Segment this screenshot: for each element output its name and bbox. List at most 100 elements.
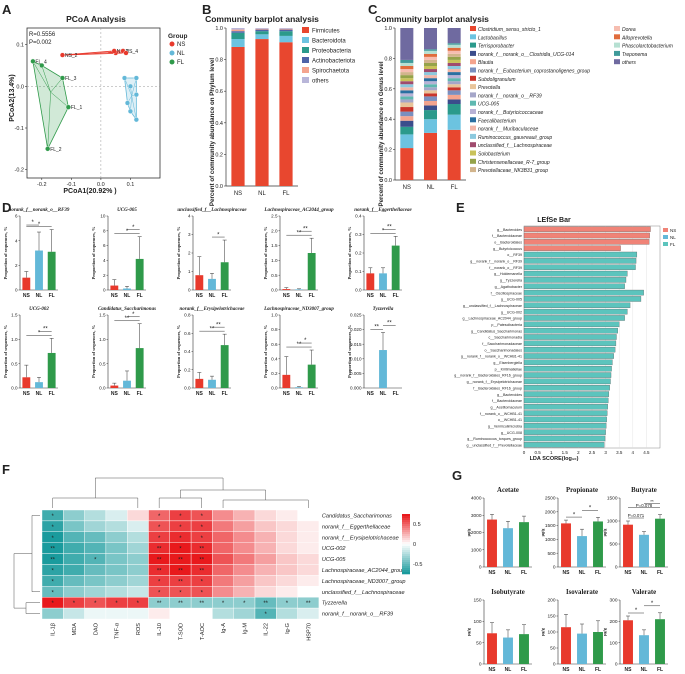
- panel-c-legend-swatch: [614, 26, 620, 31]
- panel-d-sub-ytick-label: 0: [15, 288, 18, 293]
- panel-f-sig: *: [201, 525, 204, 531]
- panel-f-sig: **: [157, 547, 162, 553]
- panel-f-cell: [212, 607, 234, 620]
- panel-g-sub-bar-ns: [561, 523, 571, 567]
- panel-d-sub-xtick-label: NS: [111, 391, 119, 397]
- panel-c-ytick-label: 0.8: [384, 56, 392, 62]
- panel-f-row-label: Lachnospiraceae_AC2044_group: [322, 568, 405, 574]
- panel-c-legend-label: Lactobacillus: [478, 35, 507, 41]
- panel-a-xtick-label: 0.1: [127, 182, 135, 188]
- panel-f-cell: [297, 509, 320, 522]
- panel-a-legend-label: NL: [177, 51, 185, 57]
- panel-c-legend-swatch: [470, 150, 476, 156]
- panel-f-cell: [212, 542, 234, 554]
- panel-d-sub-title: Lachnospiraceae_AC2044_group: [263, 208, 334, 213]
- panel-f-cell: [297, 531, 320, 543]
- panel-f-cell: [126, 575, 149, 587]
- panel-f-cell: [297, 564, 320, 576]
- panel-g-sub-ytick-label: 150: [473, 598, 481, 604]
- panel-f-cell: [212, 586, 234, 598]
- panel-d-sub-xtick-label: NS: [196, 391, 204, 397]
- panel-f-cell: [84, 575, 107, 587]
- panel-c-legend-label: Faecalibacterium: [478, 118, 516, 124]
- panel-c-legend-label: norank_f__norank_o__Clostridia_UCG-014: [478, 52, 574, 58]
- panel-c-bar-segment: [447, 78, 461, 82]
- panel-f-cell: [212, 531, 234, 543]
- panel-g-letter: G: [452, 468, 462, 483]
- panel-f-scale-step: [402, 546, 410, 549]
- panel-b-bar-segment: [255, 39, 269, 187]
- panel-e-label: g__Agathobacter: [495, 285, 523, 289]
- panel-g-sub-bar-ns: [623, 524, 633, 567]
- panel-g-sub-bar-nl: [639, 635, 649, 664]
- panel-d-sub-ytick-label: 0.1: [355, 269, 362, 274]
- panel-f-sig: *: [115, 601, 118, 607]
- panel-d-sub-ylabel: Proportion of sequences, %: [91, 226, 96, 279]
- panel-d-sub-ytick-label: 2: [188, 251, 191, 256]
- panel-c-bar-segment: [447, 75, 461, 79]
- panel-d-sub-ylabel: Proportion of sequences, %: [176, 226, 181, 279]
- panel-g-sub-ytick-label: 150: [547, 614, 555, 620]
- panel-f-cell: [63, 542, 85, 554]
- panel-e-label: f__Bacteroidaceae: [492, 234, 522, 238]
- panel-e-label: g__Ruminococcus_torques_group: [467, 437, 522, 441]
- panel-f-sig: *: [264, 612, 267, 618]
- panel-c-bar-segment: [423, 93, 438, 97]
- panel-f-sig: **: [50, 547, 55, 553]
- panel-b-bar-segment: [231, 39, 245, 47]
- panel-d-sub-ytick-label: 1.0: [99, 337, 106, 342]
- panel-c-bar-segment: [447, 69, 461, 73]
- panel-a-legend-label: FL: [177, 60, 185, 66]
- panel-c-legend-swatch: [470, 158, 476, 164]
- panel-f-cell: [105, 564, 128, 576]
- panel-c-bar-segment: [400, 134, 414, 149]
- panel-f-cell: [84, 542, 107, 554]
- panel-e-label: f__Bacteroidaceae: [492, 399, 522, 403]
- panel-f-scale-step: [402, 572, 410, 575]
- panel-f-sig: *: [179, 514, 182, 520]
- panel-g-sub-ytick-label: 1000: [607, 519, 618, 525]
- panel-d-sub-bar-fl: [307, 253, 316, 290]
- panel-c-bar-segment: [400, 72, 414, 76]
- panel-g-sub-bar-fl: [519, 634, 529, 664]
- panel-f-cell: [105, 520, 128, 533]
- panel-d-sub-ytick-label: 0.0: [99, 386, 106, 391]
- panel-a-frame: [26, 27, 161, 179]
- panel-f-cell: [105, 509, 128, 522]
- panel-e-xtick-label: 0: [523, 450, 526, 455]
- panel-c-bar-segment: [423, 69, 438, 73]
- panel-a-title: PCoA Analysis: [66, 14, 126, 24]
- panel-f-scale-step: [402, 526, 410, 529]
- panel-e-xtick-label: 2.5: [589, 450, 596, 455]
- panel-d-sub-sig-label: *: [31, 220, 34, 226]
- panel-g-sub-title: Butyrate: [631, 487, 657, 494]
- panel-d-sub-ytick-label: 0.4: [271, 356, 278, 361]
- panel-d-sub-bar-ns: [22, 377, 31, 388]
- panel-c-bar-segment: [400, 107, 414, 112]
- panel-e-xtick-label: 3: [604, 450, 607, 455]
- panel-e-bar: [523, 334, 617, 340]
- panel-a-plot: -0.2-0.10.00.10.10.0-0.1-0.2NS_2NS_1NS_4…: [15, 27, 161, 188]
- panel-d-sub-bar-nl: [379, 273, 387, 290]
- panel-f-letter: F: [2, 462, 10, 477]
- panel-g-sub-xtick-label: FL: [521, 570, 527, 576]
- panel-d-sub-xtick-label: NL: [296, 293, 303, 299]
- panel-g-sub-xtick-label: NL: [579, 667, 586, 673]
- panel-g-sub-sig-label: **: [650, 499, 654, 504]
- panel-f-cell: [105, 553, 128, 565]
- panel-f-cell: [84, 586, 107, 598]
- panel-g-sub-bar-nl: [503, 637, 513, 664]
- panel-b-legend-swatch: [302, 57, 309, 63]
- panel-e-bar: [523, 302, 631, 309]
- panel-d-sub-ytick-label: 0.0: [271, 386, 278, 391]
- panel-f-sig: **: [263, 601, 268, 607]
- panel-d-sub-ytick-label: 2.0: [271, 228, 278, 233]
- panel-d-sub-ytick-label: 6: [15, 214, 18, 219]
- panel-g-sub-xtick-label: NL: [641, 667, 648, 673]
- panel-d-sub-ytick-label: 0.015: [350, 342, 362, 347]
- panel-g-sub-ylabel: μg/g: [602, 528, 607, 537]
- panel-b-bar-segment: [231, 46, 245, 187]
- panel-e-bar: [523, 391, 610, 397]
- panel-d-sub-xtick-label: FL: [137, 293, 143, 299]
- panel-d-sub-ytick-label: 0.4: [355, 214, 362, 219]
